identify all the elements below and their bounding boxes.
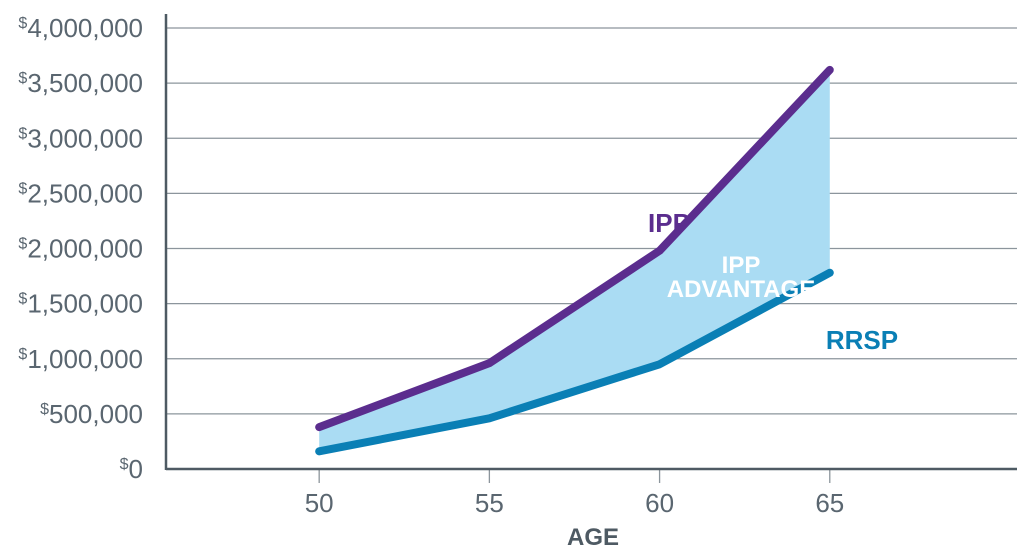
currency-symbol: $ bbox=[40, 401, 49, 418]
x-tick-label: 60 bbox=[645, 488, 674, 518]
tick-value: 1,500,000 bbox=[27, 289, 143, 319]
series-lines-layer bbox=[315, 65, 834, 456]
currency-symbol: $ bbox=[18, 291, 27, 308]
y-tick-label: $3,000,000 bbox=[18, 123, 143, 153]
currency-symbol: $ bbox=[18, 125, 27, 142]
ipp-advantage-label-line1: IPP bbox=[722, 252, 761, 279]
series-line-ipp bbox=[315, 65, 834, 432]
y-tick-label: $2,000,000 bbox=[18, 234, 143, 264]
advantage-area-layer bbox=[319, 69, 830, 452]
series-line-rrsp bbox=[315, 268, 834, 456]
tick-value: 2,000,000 bbox=[27, 234, 143, 264]
series-label-rrsp: RRSP bbox=[826, 325, 898, 355]
y-tick-label: $1,500,000 bbox=[18, 289, 143, 319]
y-tick-labels: $0$500,000$1,000,000$1,500,000$2,000,000… bbox=[18, 13, 143, 484]
tick-value: 0 bbox=[129, 454, 143, 484]
x-tick-labels: 50 55 60 65 bbox=[305, 488, 845, 518]
x-axis-title: AGE bbox=[567, 524, 619, 551]
axes bbox=[164, 14, 1017, 483]
x-tick-label: 65 bbox=[815, 488, 844, 518]
x-tick-label: 55 bbox=[475, 488, 504, 518]
y-tick-label: $4,000,000 bbox=[18, 13, 143, 43]
currency-symbol: $ bbox=[18, 70, 27, 87]
currency-symbol: $ bbox=[18, 180, 27, 197]
currency-symbol: $ bbox=[18, 346, 27, 363]
ipp-advantage-area bbox=[319, 69, 830, 452]
x-tick-label: 50 bbox=[305, 488, 334, 518]
y-tick-label: $500,000 bbox=[40, 399, 143, 429]
y-tick-label: $2,500,000 bbox=[18, 178, 143, 208]
tick-value: 1,000,000 bbox=[27, 344, 143, 374]
currency-symbol: $ bbox=[120, 456, 129, 473]
tick-value: 500,000 bbox=[49, 399, 143, 429]
tick-value: 4,000,000 bbox=[27, 13, 143, 43]
tick-value: 3,000,000 bbox=[27, 123, 143, 153]
tick-value: 2,500,000 bbox=[27, 178, 143, 208]
y-tick-label: $1,000,000 bbox=[18, 344, 143, 374]
tick-value: 3,500,000 bbox=[27, 68, 143, 98]
ipp-advantage-label-line2: ADVANTAGE bbox=[667, 276, 815, 303]
currency-symbol: $ bbox=[18, 15, 27, 32]
y-tick-label: $3,500,000 bbox=[18, 68, 143, 98]
series-label-ipp: IPP bbox=[648, 208, 690, 238]
y-tick-label: $0 bbox=[120, 454, 143, 484]
currency-symbol: $ bbox=[18, 236, 27, 253]
